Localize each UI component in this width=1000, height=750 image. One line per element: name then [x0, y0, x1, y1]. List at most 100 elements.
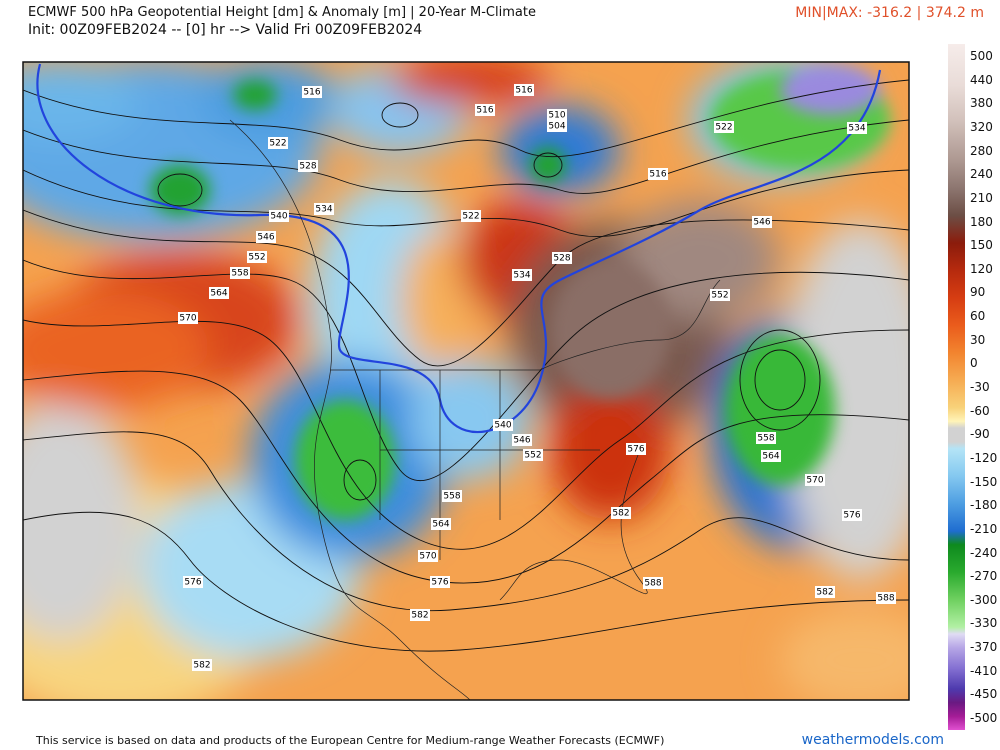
contour-label: 522 [462, 212, 479, 222]
contour-label: 534 [848, 124, 865, 134]
contour-label: 576 [431, 578, 448, 588]
contour-label: 564 [432, 520, 449, 530]
colorbar-label: 500 [970, 49, 993, 63]
colorbar-label: -210 [970, 521, 998, 536]
colorbar-label: -180 [970, 498, 998, 513]
label-bg [512, 269, 532, 281]
colorbar-label: -30 [970, 380, 990, 394]
label-bg [430, 576, 450, 588]
contour-label: 570 [419, 552, 436, 562]
colorbar-label: -330 [970, 616, 998, 631]
contour-labels: 516 5165105045165225285345405465525585645… [178, 84, 896, 671]
label-bg [461, 210, 481, 222]
contour-label: 558 [757, 434, 774, 444]
contour-label: 546 [513, 436, 530, 446]
label-bg [256, 231, 276, 243]
contour-label: 582 [612, 509, 629, 519]
label-bg [547, 109, 567, 121]
label-bg [431, 518, 451, 530]
label-bg [442, 490, 462, 502]
contour-label: 570 [806, 476, 823, 486]
contour-label: 552 [524, 451, 541, 461]
contour-label: 570 [179, 314, 196, 324]
contour-label: 552 [711, 291, 728, 301]
anomaly-field [23, 62, 909, 700]
colorbar-label: 180 [970, 214, 993, 229]
colorbar-label: 60 [970, 309, 986, 324]
label-bg [269, 210, 289, 222]
label-bg [643, 577, 663, 589]
init-line: Init: 00Z09FEB2024 -- [0] hr --> Valid F… [28, 22, 423, 38]
contour-label: 504 [548, 122, 565, 132]
contour-label: 582 [193, 661, 210, 671]
contour-label: 588 [644, 579, 661, 589]
label-bg [626, 443, 646, 455]
contour-label: 546 [257, 233, 274, 243]
contour-label: 558 [443, 492, 460, 502]
colorbar-label: 120 [970, 261, 993, 276]
colorbar-label: -410 [970, 663, 998, 678]
colorbar-label: 380 [970, 96, 993, 111]
credit: This service is based on data and produc… [36, 734, 665, 747]
label-bg [761, 450, 781, 462]
540-contour [36, 63, 882, 434]
label-bg [547, 120, 567, 132]
label-bg [209, 287, 229, 299]
label-bg [876, 592, 896, 604]
colorbar-label: -240 [970, 545, 998, 560]
contour-label: 534 [315, 205, 332, 215]
label-bg [418, 550, 438, 562]
label-bg [552, 252, 572, 264]
colorbar-label: 320 [970, 119, 993, 134]
contour-label: 576 [184, 578, 201, 588]
contour-label: 558 [231, 269, 248, 279]
colorbar-label: 0 [970, 356, 978, 371]
contour-label: 528 [553, 254, 570, 264]
contour-label: 516 [303, 88, 320, 98]
site-link[interactable]: weathermodels.com [801, 732, 944, 748]
label-bg [714, 121, 734, 133]
label-bg [475, 104, 495, 116]
label-bg [514, 84, 534, 96]
colorbar-label: -300 [970, 592, 998, 607]
label-bg [230, 267, 250, 279]
contour-label: 546 [753, 218, 770, 228]
colorbar [948, 44, 965, 730]
colorbar-label: 440 [970, 72, 993, 87]
contour-label: 582 [816, 588, 833, 598]
label-bg [247, 251, 267, 263]
colorbar-label: -60 [970, 403, 990, 418]
label-bg [183, 576, 203, 588]
label-bg [314, 203, 334, 215]
colorbar-label: -500 [970, 711, 998, 725]
contour-label: 510 [548, 111, 565, 121]
min-max: MIN|MAX: -316.2 | 374.2 m [795, 5, 984, 21]
label-bg [493, 419, 513, 431]
contour-label: 516 [515, 86, 532, 96]
contour-label: 516 [476, 106, 493, 116]
label-bg [268, 137, 288, 149]
label-bg [847, 122, 867, 134]
label-bg [815, 586, 835, 598]
contour-label: 582 [411, 611, 428, 621]
colorbar-label: 210 [970, 190, 993, 205]
contour-label: 576 [627, 445, 644, 455]
contour-label: 528 [299, 162, 316, 172]
label-bg [410, 609, 430, 621]
label-bg [648, 168, 668, 180]
contour-label: 516 [649, 170, 666, 180]
contour-label: 588 [877, 594, 894, 604]
contour-label: 552 [248, 253, 265, 263]
contour-label: 522 [269, 139, 286, 149]
contour-label: 564 [762, 452, 779, 462]
colorbar-label: -450 [970, 687, 998, 702]
label-bg [302, 86, 322, 98]
label-bg [842, 509, 862, 521]
colorbar-label: -120 [970, 450, 998, 465]
contour-label: 540 [494, 421, 511, 431]
label-bg [523, 449, 543, 461]
colorbar-label: -90 [970, 427, 990, 442]
label-bg [298, 160, 318, 172]
contour-label: 564 [210, 289, 227, 299]
contour-label: 576 [843, 511, 860, 521]
